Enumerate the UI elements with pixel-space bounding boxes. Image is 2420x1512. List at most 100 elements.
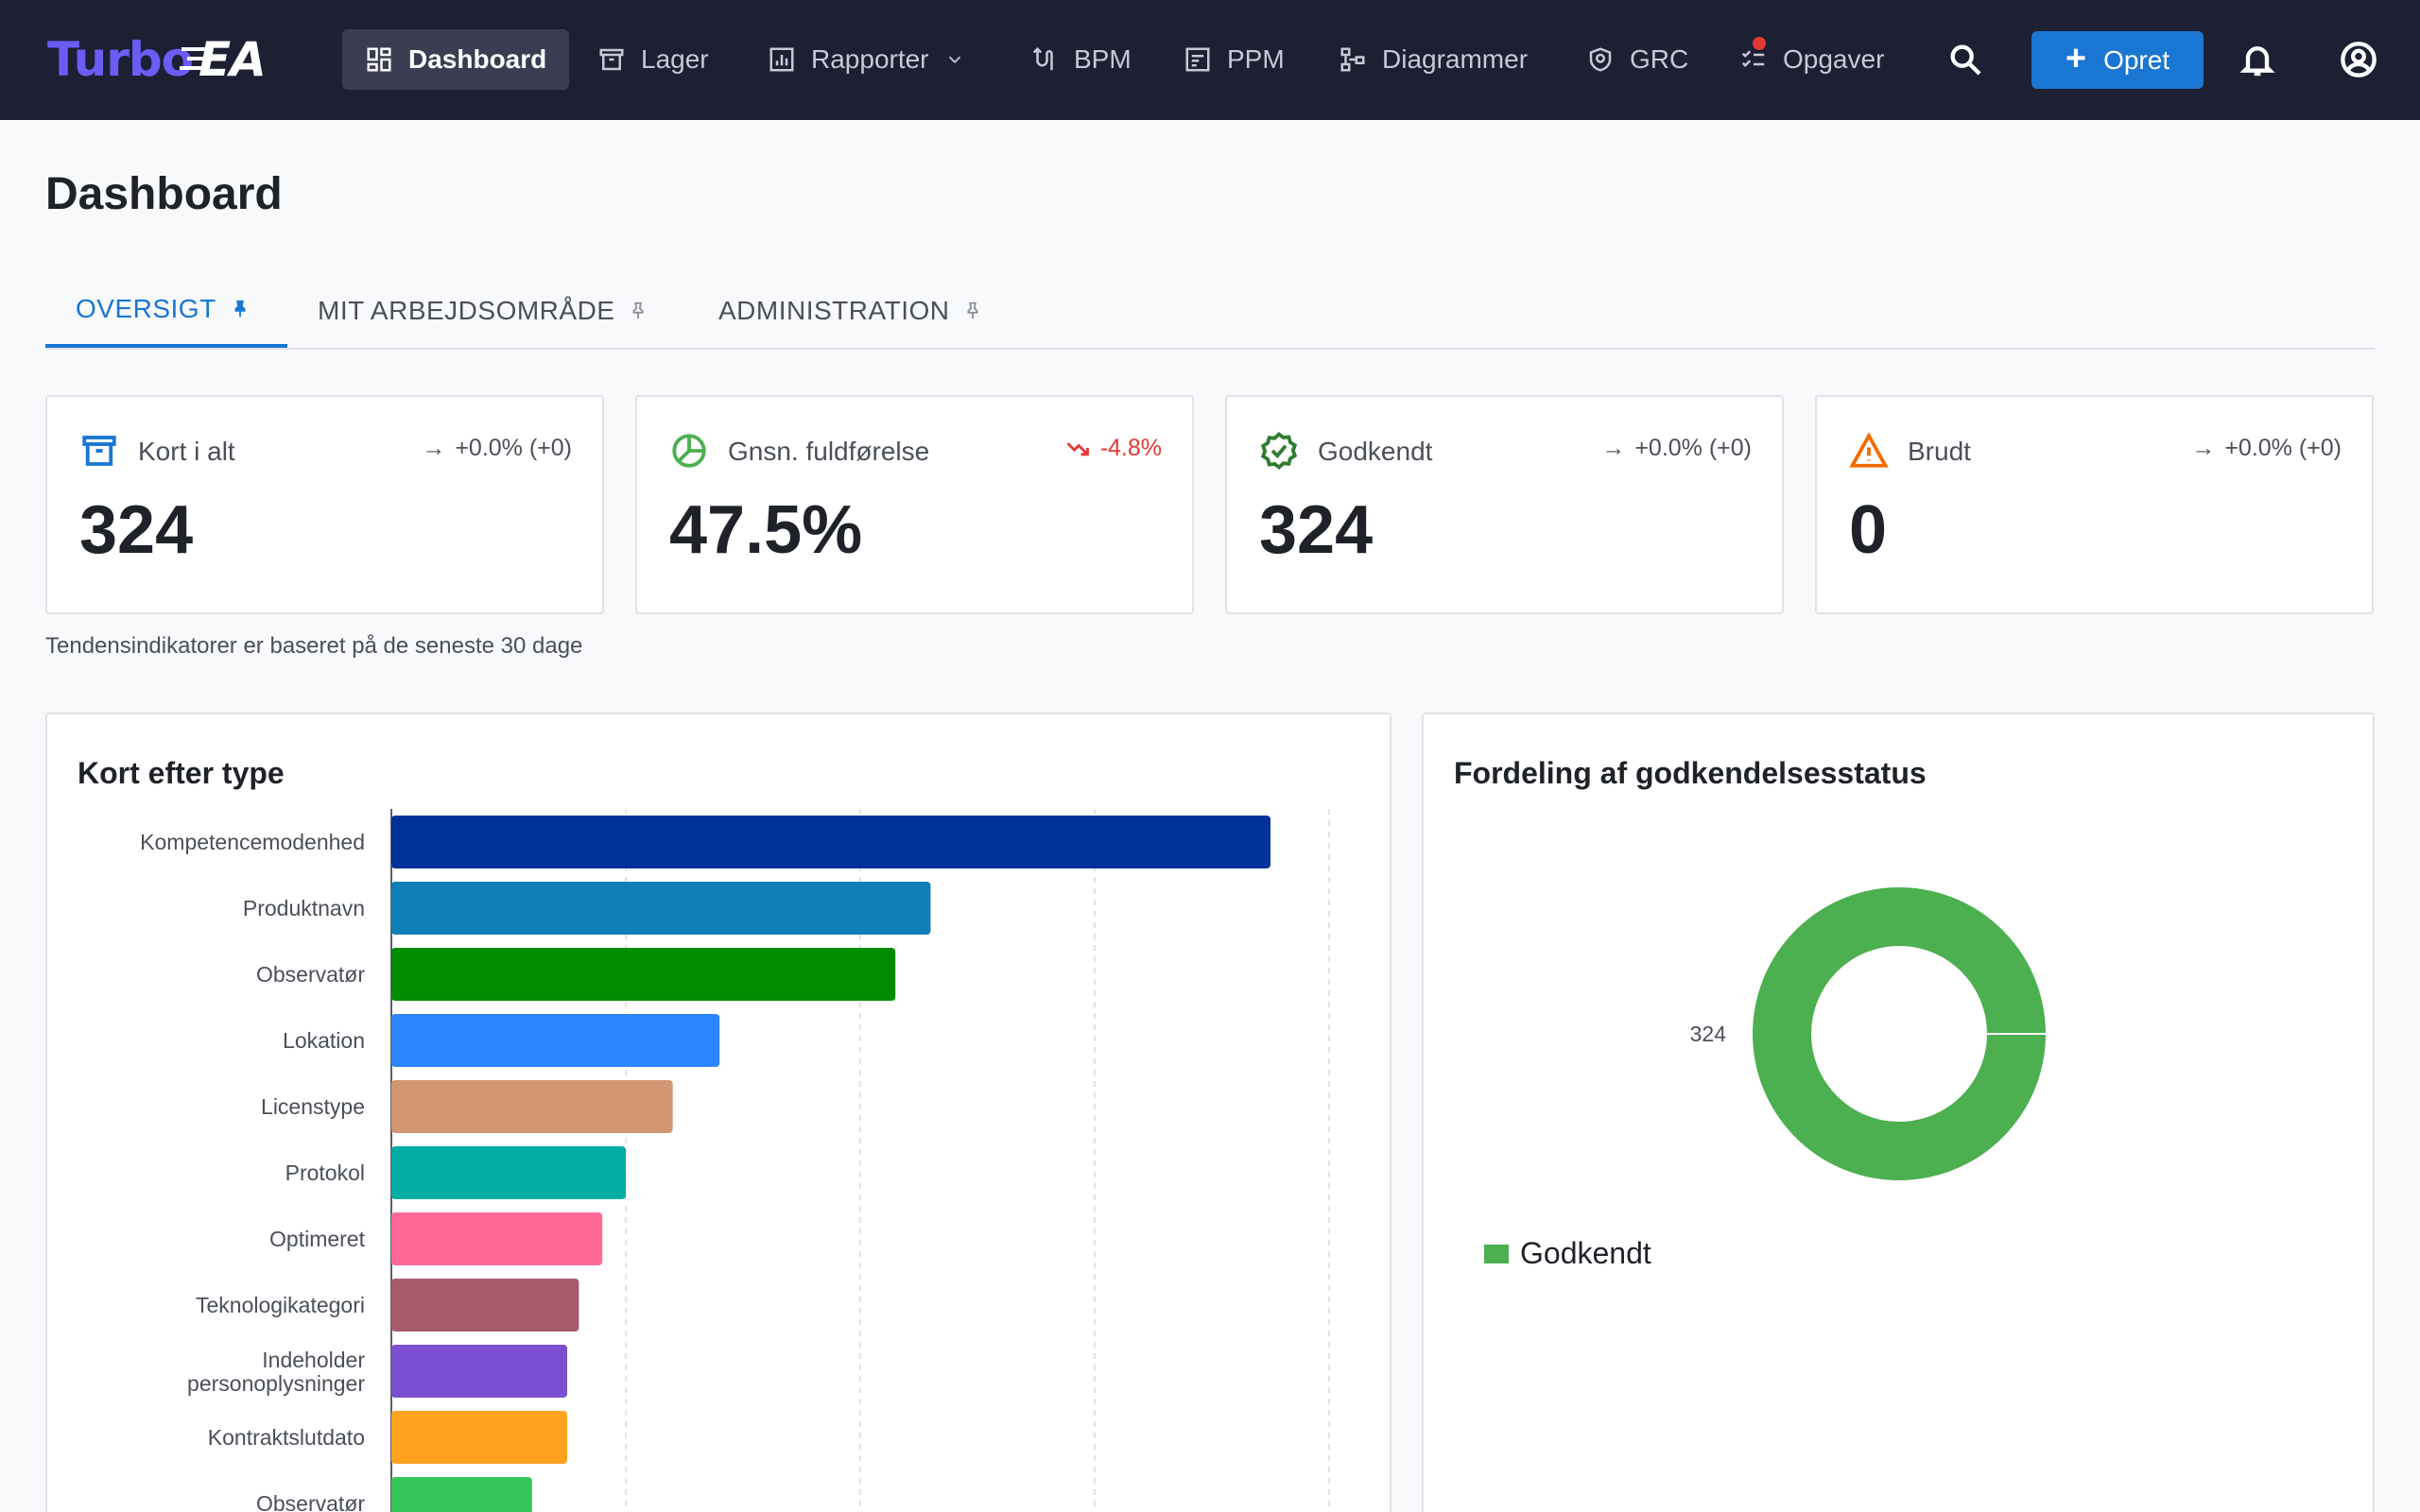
tick-label: Observatør [256, 1491, 365, 1512]
brand-logo[interactable]: Turbo EA [47, 32, 267, 87]
legend-label: Godkendt [1520, 1236, 1651, 1270]
kpi-value: 0 [1849, 492, 1888, 568]
kpi-card-approved: Godkendt → +0.0% (+0) 324 [1225, 395, 1784, 614]
pie-slice[interactable] [1753, 887, 2046, 1180]
tick-label: Kontraktslutdato [208, 1425, 365, 1450]
donut-chart: 324 [1690, 887, 2046, 1180]
bar[interactable] [391, 882, 931, 935]
search-button[interactable] [1942, 36, 1989, 83]
bar[interactable] [391, 1477, 532, 1512]
tab-administration[interactable]: ADMINISTRATION [718, 274, 983, 348]
create-button-label: Opret [2103, 44, 2170, 75]
kpi-trend-value: +0.0% (+0) [2224, 435, 2342, 461]
bar[interactable] [391, 1080, 673, 1133]
kpi-label: Gnsn. fuldførelse [728, 437, 930, 466]
archive-icon [79, 431, 119, 471]
verified-icon [1259, 431, 1299, 471]
tick-label: Produktnavn [243, 896, 365, 920]
bar[interactable] [391, 1212, 603, 1265]
nav-grc-label: GRC [1630, 44, 1689, 74]
nav-bpm[interactable]: BPM [1008, 29, 1154, 90]
kpi-trend-value: +0.0% (+0) [1634, 435, 1752, 461]
bar[interactable] [391, 1411, 567, 1464]
pin-icon[interactable] [230, 299, 251, 319]
tick-label: Kompetencemodenhed [140, 830, 365, 854]
panel-title: Fordeling af godkendelsesstatus [1454, 756, 1927, 790]
nav-rapporter-label: Rapporter [811, 44, 929, 74]
nav-grc[interactable]: GRC [1564, 29, 1711, 90]
nav-ppm-label: PPM [1227, 44, 1285, 74]
nav-lager-label: Lager [641, 44, 709, 74]
notifications-button[interactable] [2234, 36, 2281, 83]
trend-note: Tendensindikatorer er baseret på de sene… [45, 633, 583, 659]
kpi-value: 324 [79, 492, 194, 568]
bar-chart: Kompetencemodenhed Produktnavn Observatør L… [140, 809, 1330, 1512]
tab-oversigt-label: OVERSIGT [76, 294, 216, 323]
diagram-icon [1340, 47, 1365, 72]
arrow-right-icon: → [2191, 435, 2216, 461]
account-circle-icon [2341, 42, 2377, 77]
kpi-value: 47.5% [669, 492, 863, 568]
pin-outline-icon[interactable] [962, 301, 983, 321]
kpi-card-avg-completion: Gnsn. fuldførelse -4.8% 47.5% [635, 395, 1194, 614]
panel-title: Kort efter type [78, 756, 285, 790]
kpi-card-broken: Brudt → +0.0% (+0) 0 [1815, 395, 2374, 614]
data-label: 324 [1690, 1022, 1727, 1046]
tick-label: Protokol [285, 1160, 365, 1185]
chart-legend: Godkendt [1484, 1236, 1651, 1271]
bar[interactable] [391, 1014, 720, 1067]
arrow-right-icon: → [422, 435, 446, 461]
nav-rapporter[interactable]: Rapporter [745, 29, 988, 90]
nav-ppm[interactable]: PPM [1161, 29, 1307, 90]
nav-diagrammer[interactable]: Diagrammer [1316, 29, 1550, 90]
top-navigation: Turbo EA Dashboard Lager Rapporter BPM P… [0, 0, 2420, 120]
kpi-trend-value: +0.0% (+0) [455, 435, 572, 461]
kpi-card-total-cards: Kort i alt → +0.0% (+0) 324 [45, 395, 604, 614]
tick-label: Observatør [256, 962, 365, 987]
kpi-trend: → +0.0% (+0) [2191, 435, 2342, 462]
warning-icon [1849, 431, 1889, 471]
nav-dashboard-label: Dashboard [408, 44, 547, 74]
brand-name-part-1: Turbo [47, 32, 194, 87]
tab-oversigt[interactable]: OVERSIGT [45, 274, 287, 348]
shield-icon [1589, 47, 1612, 72]
bell-icon [2239, 46, 2275, 77]
kpi-trend: → +0.0% (+0) [422, 435, 572, 462]
tick-label: Lokation [283, 1028, 365, 1053]
bar[interactable] [391, 948, 896, 1001]
kpi-trend-value: -4.8% [1099, 435, 1162, 461]
tab-administration-label: ADMINISTRATION [718, 296, 950, 325]
bar[interactable] [391, 1345, 567, 1398]
account-button[interactable] [2335, 36, 2382, 83]
tick-label: Licenstype [261, 1094, 365, 1119]
nav-bpm-label: BPM [1074, 44, 1132, 74]
kpi-trend: -4.8% [1064, 435, 1162, 462]
bar[interactable] [391, 1146, 626, 1199]
pin-outline-icon[interactable] [628, 301, 648, 321]
nav-dashboard[interactable]: Dashboard [342, 29, 570, 90]
kpi-trend: → +0.0% (+0) [1601, 435, 1752, 462]
nav-diagrammer-label: Diagrammer [1382, 44, 1529, 74]
report-icon [769, 47, 794, 72]
brand-name-part-2: EA [182, 32, 267, 87]
bar[interactable] [391, 816, 1270, 868]
tasks-icon [1741, 50, 1765, 68]
nav-opgaver[interactable]: Opgaver [1717, 29, 1907, 90]
chevron-down-icon [948, 56, 960, 64]
panel-cards-by-type: Kort efter type Kompetencemodenhed Produk… [45, 713, 1392, 1512]
bar[interactable] [391, 1279, 579, 1332]
search-icon [1950, 44, 1981, 76]
notification-dot [1753, 37, 1766, 50]
kpi-label: Kort i alt [138, 437, 235, 466]
panel-approval-distribution: Fordeling af godkendelsesstatus 324 Godk… [1422, 713, 2375, 1512]
plus-icon: + [2065, 38, 2087, 78]
nav-lager[interactable]: Lager [575, 29, 732, 90]
archive-icon [599, 48, 624, 71]
tab-mit-arbejdsomraade[interactable]: MIT ARBEJDSOMRÅDE [318, 274, 648, 348]
create-button[interactable]: + Opret [2031, 31, 2204, 89]
process-icon [1032, 46, 1053, 71]
dashboard-icon [367, 47, 391, 72]
kpi-value: 324 [1259, 492, 1374, 568]
kpi-label: Godkendt [1318, 437, 1433, 466]
pie-icon [669, 431, 709, 471]
